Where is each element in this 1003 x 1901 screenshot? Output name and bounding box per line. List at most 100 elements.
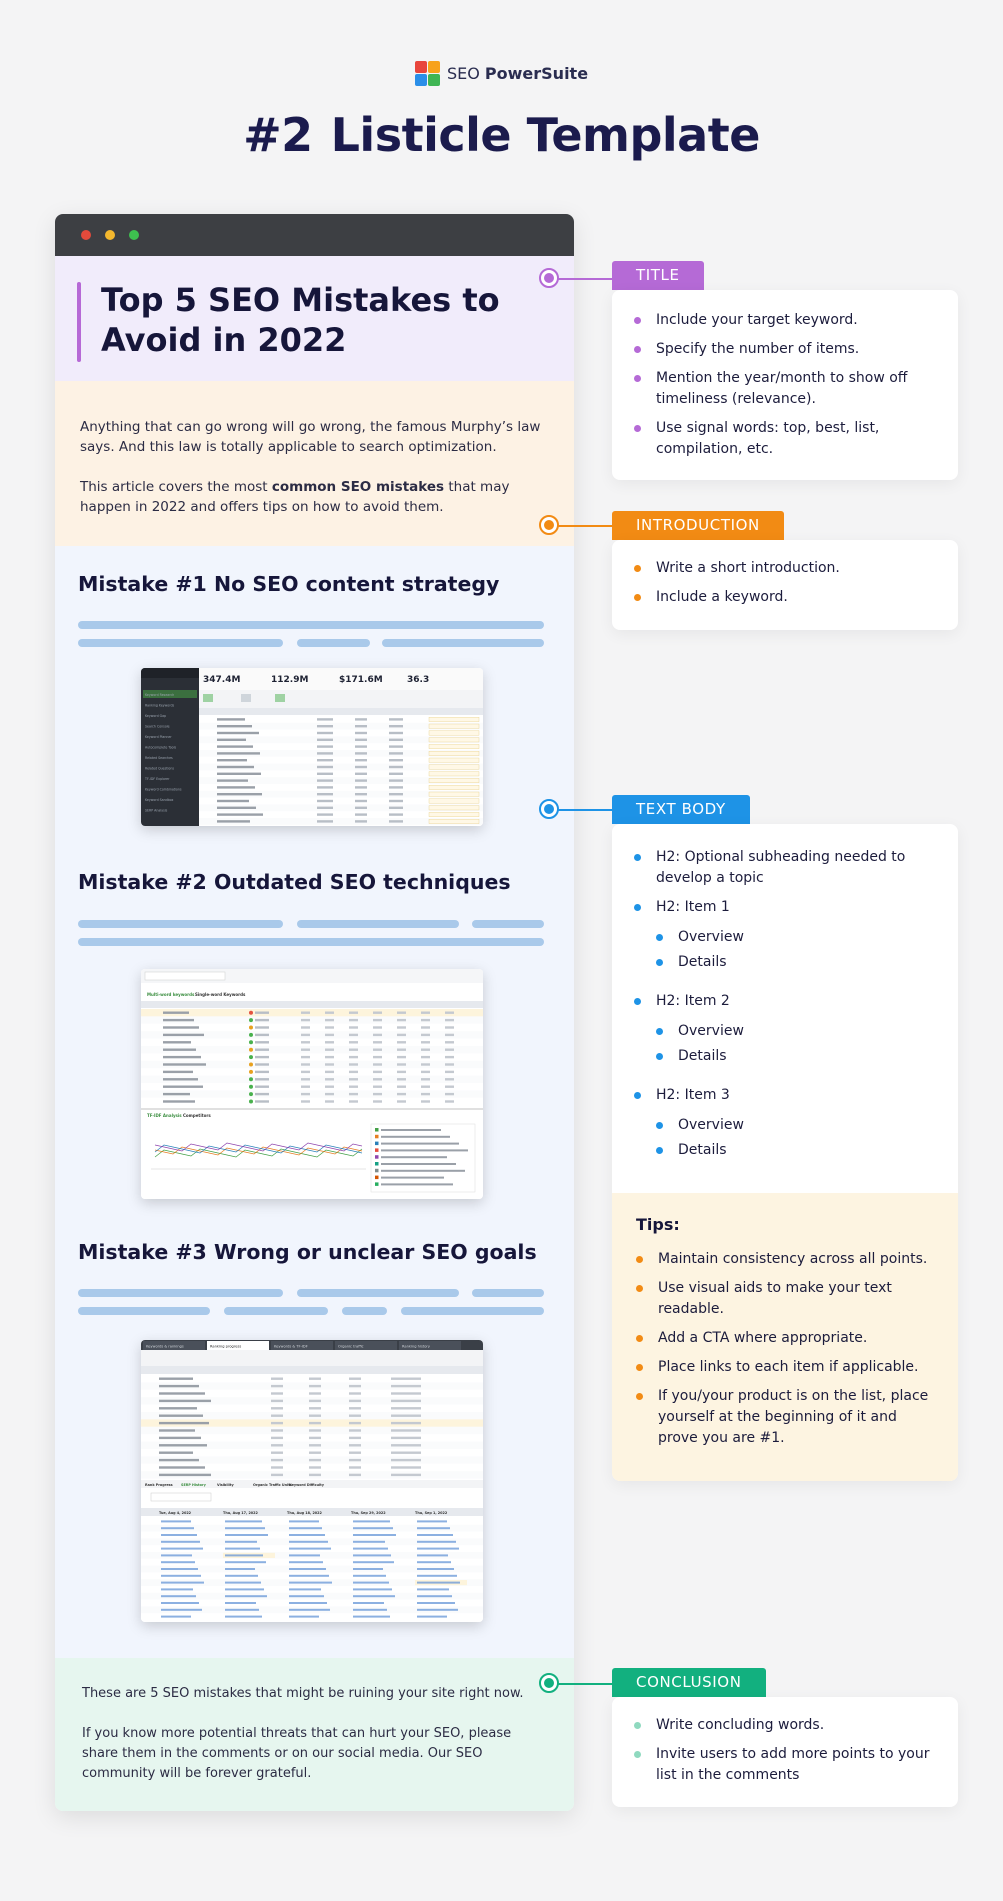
title-connector-line <box>550 278 612 280</box>
logo-mark-icon <box>414 61 440 86</box>
tip-item: Maintain consistency across all points. <box>636 1249 934 1270</box>
app-sidebar-item: Related Searches <box>145 756 173 760</box>
article-body-section: Mistake #1 No SEO content strategy Keywo… <box>55 546 574 1658</box>
app-table-row <box>199 784 483 791</box>
mistake-1-heading: Mistake #1 No SEO content strategy <box>78 572 500 596</box>
app-table-row <box>199 797 483 805</box>
app-bottom-tab: Rank Progress <box>145 1483 173 1487</box>
app-sidebar-item: Ranking Keywords <box>145 704 175 708</box>
app-sidebar-item: Autocomplete Tools <box>145 746 176 750</box>
text-body-connector-line <box>550 809 612 811</box>
app-table-row <box>199 804 483 812</box>
mistake-3-heading: Mistake #3 Wrong or unclear SEO goals <box>78 1240 537 1264</box>
keyword-research-screenshot: Keyword Research Ranking Keywords Keyword … <box>141 668 483 826</box>
article-conclusion-section: These are 5 SEO mistakes that might be r… <box>55 1658 574 1811</box>
text-placeholder-line <box>472 1289 544 1297</box>
app-sidebar-item: Keyword Sandbox <box>145 798 174 802</box>
intro-paragraph-1: Anything that can go wrong will go wrong… <box>80 419 541 455</box>
tip-item: Include your target keyword. <box>634 310 938 331</box>
text-placeholder-line <box>297 639 370 647</box>
app-sidebar-item: TF-IDF Explorer <box>144 777 170 781</box>
tip-item: H2: Optional subheading needed to develo… <box>634 847 938 889</box>
app-table-row <box>199 790 483 798</box>
tip-item: H2: Item 1 <box>634 897 938 918</box>
conclusion-tag: CONCLUSION <box>612 1668 766 1697</box>
title-tag: TITLE <box>612 261 704 290</box>
tips-panel: Tips: Maintain consistency across all po… <box>612 1193 958 1481</box>
app-table-row <box>199 777 483 784</box>
app-stat-value: 36.3 <box>407 675 429 685</box>
tip-item: Include a keyword. <box>634 587 938 608</box>
app-sidebar-item: Keyword Planner <box>145 735 172 739</box>
browser-titlebar <box>55 214 574 256</box>
app-table-row <box>199 818 483 825</box>
tips-heading: Tips: <box>636 1215 680 1234</box>
app-sidebar-item: Keyword Research <box>145 693 174 697</box>
tip-item: Place links to each item if applicable. <box>636 1357 934 1378</box>
title-text: Listicle Template <box>330 108 761 162</box>
app-table-row <box>141 1097 483 1106</box>
app-tab <box>271 1341 333 1350</box>
conclusion-tips-card: Write concluding words. Invite users to … <box>612 1697 958 1807</box>
article-title-section: Top 5 SEO Mistakes to Avoid in 2022 <box>55 256 574 381</box>
tip-item: H2: Item 3 <box>634 1085 938 1106</box>
app-table-row <box>199 763 483 771</box>
app-table-row <box>199 770 483 778</box>
title-accent-bar <box>77 282 81 362</box>
app-table-row <box>141 1083 483 1091</box>
title-marker-icon <box>539 268 559 288</box>
app-tab <box>207 1341 269 1350</box>
app-table-row <box>141 1075 483 1083</box>
article-browser-window: Top 5 SEO Mistakes to Avoid in 2022 Anyt… <box>55 214 574 1811</box>
minimize-window-icon[interactable] <box>105 230 115 240</box>
app-bottom-tab: Keyword Difficulty <box>289 1483 325 1487</box>
app-sidebar-item: Keyword Combinations <box>145 788 182 792</box>
text-placeholder-line <box>224 1307 328 1315</box>
title-number: #2 <box>243 108 313 162</box>
close-window-icon[interactable] <box>81 230 91 240</box>
rank-tracker-screenshot: Keywords & rankings Ranking progress Keywo… <box>141 1340 483 1622</box>
conclusion-paragraph-1: These are 5 SEO mistakes that might be r… <box>82 1686 524 1701</box>
app-sidebar-item: SERP Analysis <box>145 809 168 813</box>
tip-item: H2: Item 2 <box>634 991 938 1012</box>
text-placeholder-line <box>78 1289 283 1297</box>
app-table-row <box>199 722 483 730</box>
app-table-row <box>199 811 483 818</box>
svg-text:TF-IDF Analysis: TF-IDF Analysis <box>147 1113 182 1118</box>
introduction-tag: INTRODUCTION <box>612 511 784 540</box>
text-placeholder-line <box>382 639 544 647</box>
svg-text:Keywords & rankings: Keywords & rankings <box>146 1345 184 1349</box>
app-table-row <box>141 1060 483 1069</box>
tip-item: Write a short introduction. <box>634 558 938 579</box>
maximize-window-icon[interactable] <box>129 230 139 240</box>
introduction-connector-line <box>550 525 612 527</box>
app-tab <box>399 1341 461 1350</box>
app-table-row <box>141 1046 483 1054</box>
app-table-row <box>141 1031 483 1039</box>
tip-item: Write concluding words. <box>634 1715 938 1736</box>
app-date-header: Thu, Sep 29, 2022 <box>351 1511 386 1515</box>
text-placeholder-line <box>78 920 283 928</box>
logo-text: SEO PowerSuite <box>446 63 589 83</box>
introduction-tips-card: Write a short introduction. Include a ke… <box>612 540 958 630</box>
page-title: #2 Listicle Template <box>0 108 1003 162</box>
app-table-row <box>141 1016 483 1024</box>
app-table-row <box>141 1090 483 1098</box>
svg-text:Competitors: Competitors <box>183 1113 211 1118</box>
svg-text:Keywords & TF-IDF: Keywords & TF-IDF <box>274 1345 308 1349</box>
tfidf-analysis-screenshot: Multi-word keywords Single-word Keywords… <box>141 969 483 1199</box>
svg-text:Organic traffic: Organic traffic <box>338 1345 364 1349</box>
article-title: Top 5 SEO Mistakes to Avoid in 2022 <box>101 281 500 359</box>
app-bottom-tab: Visibility <box>217 1483 234 1487</box>
app-table-row <box>199 750 483 757</box>
app-table-row <box>141 1038 483 1046</box>
text-placeholder-line <box>472 920 544 928</box>
app-table-row <box>199 756 483 764</box>
tip-item: Specify the number of items. <box>634 339 938 360</box>
tip-sub-item: Overview <box>634 927 938 948</box>
app-date-header: Thu, Sep 1, 2022 <box>415 1511 448 1515</box>
introduction-marker-icon <box>539 515 559 535</box>
text-placeholder-line <box>78 639 283 647</box>
app-table-row <box>199 729 483 737</box>
app-date-header: Thu, Aug 17, 2022 <box>223 1511 259 1515</box>
